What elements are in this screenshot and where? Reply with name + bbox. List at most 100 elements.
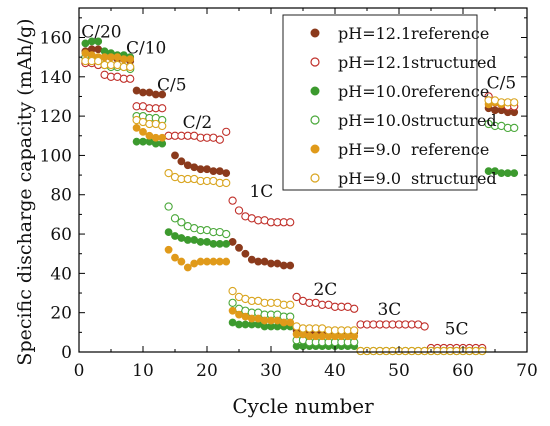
data-point — [215, 135, 224, 144]
legend-marker — [310, 28, 320, 38]
data-point — [420, 322, 429, 331]
data-point — [177, 257, 186, 266]
data-point — [235, 243, 243, 252]
data-point — [510, 98, 519, 107]
x-tick-label: 0 — [74, 361, 85, 381]
data-point — [183, 263, 192, 272]
rate-label: 5C — [445, 319, 469, 339]
data-point — [228, 238, 237, 246]
legend-entry: pH=12.1 reference — [310, 24, 489, 43]
data-point — [510, 123, 519, 133]
data-point — [190, 236, 199, 244]
data-point — [235, 310, 243, 319]
legend-entry: pH=9.0 reference — [310, 140, 489, 159]
legend-name: pH=12.1 — [338, 24, 411, 43]
x-tick-label: 70 — [516, 361, 538, 381]
data-point — [190, 259, 199, 268]
legend-tag: reference — [411, 82, 489, 101]
data-point — [126, 62, 135, 72]
data-point — [260, 257, 269, 266]
x-tick-label: 60 — [452, 361, 474, 381]
data-point — [164, 202, 173, 211]
y-tick-label: 40 — [50, 264, 72, 284]
data-point — [292, 292, 301, 302]
rate-annotations: C/20C/10 C/5 C/2 1C 2C 3C 5C C/5 — [81, 23, 516, 340]
x-tick-label: 20 — [196, 361, 218, 381]
y-axis-label: Specific discharge capacity (mAh/g) — [14, 18, 36, 365]
x-tick-label: 30 — [260, 361, 282, 381]
legend-marker — [310, 144, 320, 154]
legend-name: pH=10.0 — [338, 111, 411, 130]
data-point — [222, 169, 231, 178]
data-point — [158, 90, 167, 99]
data-point — [228, 196, 237, 205]
y-tick-label: 160 — [40, 28, 72, 48]
data-point — [286, 261, 295, 270]
data-point — [222, 239, 231, 248]
rate-label: 2C — [313, 280, 337, 300]
x-axis-label: Cycle number — [232, 394, 374, 418]
rate-label: C/10 — [126, 38, 166, 58]
data-point — [81, 49, 90, 58]
data-point — [222, 127, 231, 136]
legend-tag: reference — [411, 24, 489, 43]
data-point — [286, 300, 295, 309]
data-point — [228, 306, 237, 315]
data-point — [350, 304, 359, 313]
data-point — [94, 45, 103, 54]
y-tick-label: 100 — [40, 146, 72, 166]
data-point — [215, 167, 224, 176]
legend-marker — [310, 57, 320, 67]
series-5 — [81, 56, 519, 356]
legend-name: pH=12.1 — [338, 53, 411, 72]
data-point — [222, 229, 231, 239]
data-point — [241, 312, 250, 321]
data-point — [203, 238, 211, 246]
data-point — [113, 53, 122, 62]
data-point — [177, 157, 186, 166]
data-point — [177, 218, 186, 227]
rate-label: C/2 — [183, 113, 213, 133]
data-point — [228, 318, 237, 327]
data-point — [132, 124, 141, 132]
x-tick-label: 40 — [324, 361, 346, 381]
data-point — [132, 86, 141, 95]
data-point — [254, 314, 263, 323]
data-point — [478, 346, 487, 356]
legend-tag: structured — [411, 169, 497, 188]
y-tick-label: 0 — [61, 343, 72, 363]
y-tick-label: 120 — [40, 107, 72, 127]
data-point — [145, 88, 154, 97]
data-point — [286, 318, 295, 327]
data-point — [273, 316, 282, 325]
y-tick-label: 60 — [50, 225, 72, 245]
data-point — [158, 133, 167, 142]
legend-name: pH=9.0 — [338, 169, 401, 188]
legend-tag: reference — [411, 140, 489, 159]
rate-label: 3C — [377, 300, 401, 320]
legend-entry: pH=10.0 structured — [310, 111, 497, 130]
legend-name: pH=9.0 — [338, 140, 401, 159]
rate-label: C/5 — [487, 74, 517, 94]
data-point — [164, 168, 173, 178]
data-point — [222, 257, 231, 266]
y-tick-label: 20 — [50, 304, 72, 324]
data-point — [94, 56, 103, 66]
legend-entry: pH=10.0 reference — [310, 82, 489, 101]
axes: 0 10 20 30 40 50 60 70 0 20 40 60 80 100 120 140 160 — [40, 7, 538, 381]
data-point — [222, 178, 231, 188]
data-point — [158, 104, 167, 113]
data-point — [158, 121, 167, 131]
data-point — [126, 74, 135, 83]
data-point — [171, 253, 179, 262]
data-point — [286, 218, 295, 227]
rate-label: 1C — [249, 182, 273, 202]
x-tick-label: 50 — [388, 361, 410, 381]
data-point — [170, 214, 180, 223]
data-point — [177, 234, 186, 242]
y-tick-label: 140 — [40, 68, 72, 88]
data-point — [164, 228, 173, 236]
legend-marker — [310, 86, 320, 96]
data-point — [241, 249, 250, 258]
